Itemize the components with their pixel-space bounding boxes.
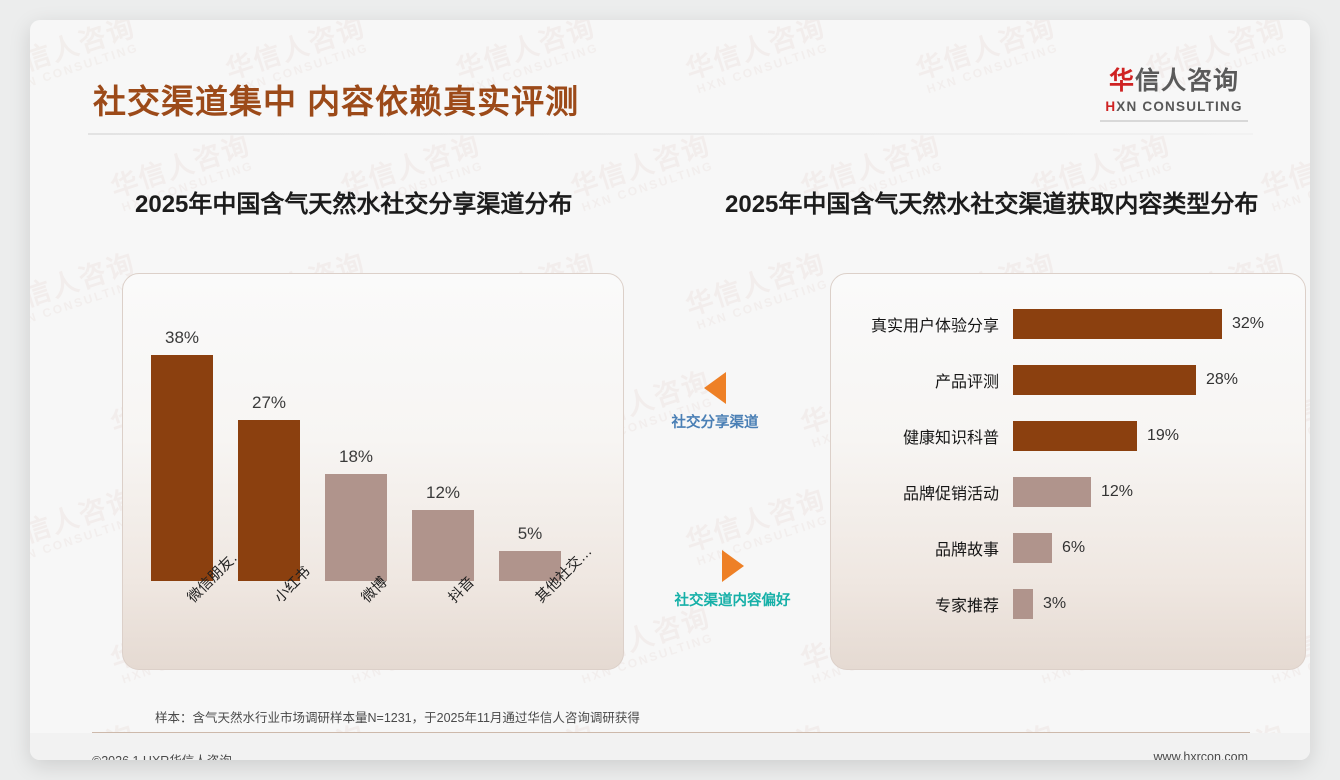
content-type-bar-chart: 真实用户体验分享 32% 产品评测 28% 健康知识科普 19% 品牌促销活动 12% 品牌故事…	[831, 296, 1305, 632]
column-value-label: 18%	[338, 447, 374, 466]
annotation-social-share-channel: 社交分享渠道	[615, 372, 815, 432]
company-logo: 华信人咨询 HXN CONSULTING	[1100, 67, 1248, 122]
slide-header: 社交渠道集中 内容依赖真实评测 华信人咨询 HXN CONSULTING	[30, 20, 1310, 135]
column-bar	[412, 510, 474, 581]
column-bar	[238, 420, 300, 581]
horizontal-bar	[1013, 309, 1222, 339]
bar-row: 产品评测 28%	[831, 352, 1305, 408]
bar-row: 专家推荐 3%	[831, 576, 1305, 632]
footer-copyright: ©2026.1 HXR华信人咨询	[92, 750, 232, 760]
right-chart-panel: 真实用户体验分享 32% 产品评测 28% 健康知识科普 19% 品牌促销活动 12% 品牌故事…	[830, 273, 1306, 670]
column-value-label: 27%	[251, 393, 287, 412]
column-value-label: 38%	[164, 328, 200, 347]
column-value-label: 5%	[517, 524, 543, 543]
title-divider	[88, 133, 1253, 135]
column-bar	[151, 355, 213, 581]
horizontal-bar	[1013, 421, 1137, 451]
horizontal-bar	[1013, 365, 1196, 395]
watermark-line-en: HXN CONSULTING	[694, 276, 831, 333]
column-item: 18% 微博	[325, 447, 391, 606]
left-chart-title: 2025年中国含气天然水社交分享渠道分布	[135, 191, 573, 218]
logo-english-rest: XN CONSULTING	[1116, 98, 1243, 114]
column-item: 27% 小红书	[238, 393, 314, 606]
horizontal-bar	[1013, 477, 1091, 507]
watermark-line-en: HXN CONSULTING	[579, 158, 716, 215]
bar-value-label: 6%	[1062, 539, 1086, 556]
left-chart-panel: 38% 微信朋友… 27% 小红书 18% 微博 12% 抖音 5% 其他社交…	[122, 273, 624, 670]
bar-category-label: 真实用户体验分享	[870, 318, 999, 335]
bar-row: 品牌故事 6%	[831, 520, 1305, 576]
bar-category-label: 专家推荐	[934, 598, 999, 615]
watermark-line-en: HXN CONSULTING	[1269, 158, 1310, 215]
annotation-content-preference: 社交渠道内容偏好	[620, 550, 845, 610]
logo-chinese: 华信人咨询	[1100, 67, 1248, 96]
bar-category-label: 品牌促销活动	[902, 486, 999, 503]
column-item: 38% 微信朋友…	[151, 328, 247, 606]
watermark-line-cn: 华信人咨询	[1257, 129, 1310, 204]
column-bar	[325, 474, 387, 581]
logo-english-accent: H	[1105, 98, 1117, 114]
social-share-channel-column-chart: 38% 微信朋友… 27% 小红书 18% 微博 12% 抖音 5% 其他社交…	[123, 274, 623, 669]
bar-value-label: 19%	[1147, 427, 1180, 444]
slide-footer: ©2026.1 HXR华信人咨询 www.hxrcon.com	[30, 733, 1310, 760]
footer-website: www.hxrcon.com	[1153, 750, 1248, 760]
logo-underline	[1100, 119, 1248, 122]
bar-row: 品牌促销活动 12%	[831, 464, 1305, 520]
watermark-line-cn: 华信人咨询	[567, 129, 715, 204]
triangle-left-icon	[704, 372, 726, 404]
bar-value-label: 3%	[1043, 595, 1067, 612]
annotation-social-share-channel-label: 社交分享渠道	[671, 415, 759, 431]
source-note: 样本：含气天然水行业市场调研样本量N=1231，于2025年11月通过华信人咨询…	[155, 711, 640, 725]
bar-row: 健康知识科普 19%	[831, 408, 1305, 464]
logo-english: HXN CONSULTING	[1100, 99, 1248, 114]
column-item: 5% 其他社交…	[499, 524, 595, 606]
horizontal-bar	[1013, 589, 1033, 619]
watermark-line-cn: 华信人咨询	[682, 483, 830, 558]
bar-category-label: 产品评测	[934, 374, 999, 391]
horizontal-bar	[1013, 533, 1052, 563]
bar-value-label: 12%	[1101, 483, 1134, 500]
bar-value-label: 32%	[1232, 315, 1265, 332]
triangle-right-icon	[721, 550, 744, 582]
annotation-content-preference-label: 社交渠道内容偏好	[674, 593, 791, 609]
column-bar	[499, 551, 561, 581]
footer-divider	[92, 732, 1250, 733]
watermark-line-cn: 华信人咨询	[682, 247, 830, 322]
page-title: 社交渠道集中 内容依赖真实评测	[93, 83, 580, 120]
bar-row: 真实用户体验分享 32%	[831, 296, 1305, 352]
logo-chinese-rest: 信人咨询	[1135, 67, 1240, 95]
column-value-label: 12%	[425, 483, 461, 502]
column-item: 12% 抖音	[412, 483, 478, 606]
bar-category-label: 品牌故事	[934, 542, 999, 559]
bar-value-label: 28%	[1206, 371, 1239, 388]
bar-category-label: 健康知识科普	[902, 430, 999, 447]
logo-chinese-accent: 华	[1108, 67, 1135, 95]
slide: 华信人咨询 HXN CONSULTING 华信人咨询 HXN CONSULTING 华信…	[30, 20, 1310, 760]
right-chart-title: 2025年中国含气天然水社交渠道获取内容类型分布	[725, 191, 1259, 218]
